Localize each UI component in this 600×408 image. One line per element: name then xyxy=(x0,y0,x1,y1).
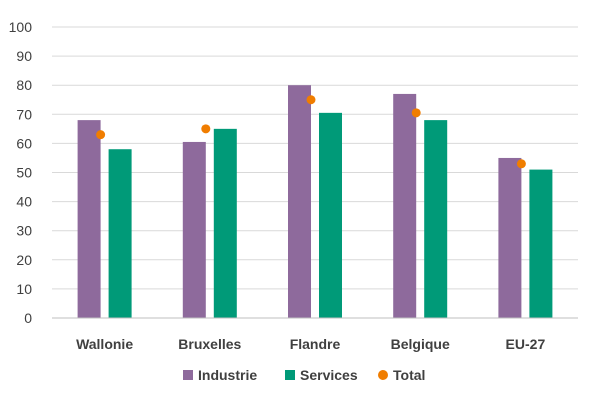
x-tick-label: Flandre xyxy=(290,336,341,352)
bar-services-belgique xyxy=(424,120,448,319)
bar-industrie-belgique xyxy=(393,93,417,319)
point-total-belgique xyxy=(411,108,421,118)
y-tick-label: 10 xyxy=(16,281,32,297)
point-total-eu-27 xyxy=(516,159,526,169)
x-axis-ticks: Wallonie Bruxelles Flandre Belgique EU-27 xyxy=(76,336,545,352)
y-tick-label: 0 xyxy=(24,310,32,326)
bar-industrie-flandre xyxy=(288,85,311,318)
y-tick-label: 100 xyxy=(9,19,33,35)
legend-marker-services xyxy=(285,370,295,380)
y-tick-label: 30 xyxy=(16,223,32,239)
x-tick-label: Wallonie xyxy=(76,336,133,352)
x-tick-label: Bruxelles xyxy=(178,336,241,352)
y-tick-label: 70 xyxy=(16,106,32,122)
y-tick-label: 40 xyxy=(16,194,32,210)
legend-label-services: Services xyxy=(300,367,358,383)
bar-services-flandre xyxy=(319,112,342,318)
y-tick-label: 20 xyxy=(16,252,32,268)
legend-marker-industrie xyxy=(183,370,193,380)
bar-services-wallonie xyxy=(108,149,132,318)
bar-industrie-eu-27 xyxy=(498,157,522,318)
legend-label-total: Total xyxy=(393,367,425,383)
legend-label-industrie: Industrie xyxy=(198,367,257,383)
y-tick-label: 80 xyxy=(16,77,32,93)
y-tick-label: 90 xyxy=(16,48,32,64)
bars xyxy=(77,85,553,319)
x-tick-label: Belgique xyxy=(391,336,450,352)
y-tick-label: 60 xyxy=(16,135,32,151)
point-total-flandre xyxy=(306,95,316,105)
gridlines xyxy=(52,26,578,290)
bar-industrie-wallonie xyxy=(77,120,101,319)
bar-industrie-bruxelles xyxy=(182,141,206,318)
point-total-bruxelles xyxy=(201,124,211,134)
total-points xyxy=(96,95,526,169)
legend: Industrie Services Total xyxy=(183,367,425,383)
y-axis-ticks: 0 10 20 30 40 50 60 70 80 90 100 xyxy=(9,19,33,326)
bar-services-bruxelles xyxy=(213,128,237,318)
x-tick-label: EU-27 xyxy=(506,336,546,352)
point-total-wallonie xyxy=(96,130,106,140)
legend-marker-total xyxy=(378,370,388,380)
bar-services-eu-27 xyxy=(529,169,553,318)
y-tick-label: 50 xyxy=(16,165,32,181)
